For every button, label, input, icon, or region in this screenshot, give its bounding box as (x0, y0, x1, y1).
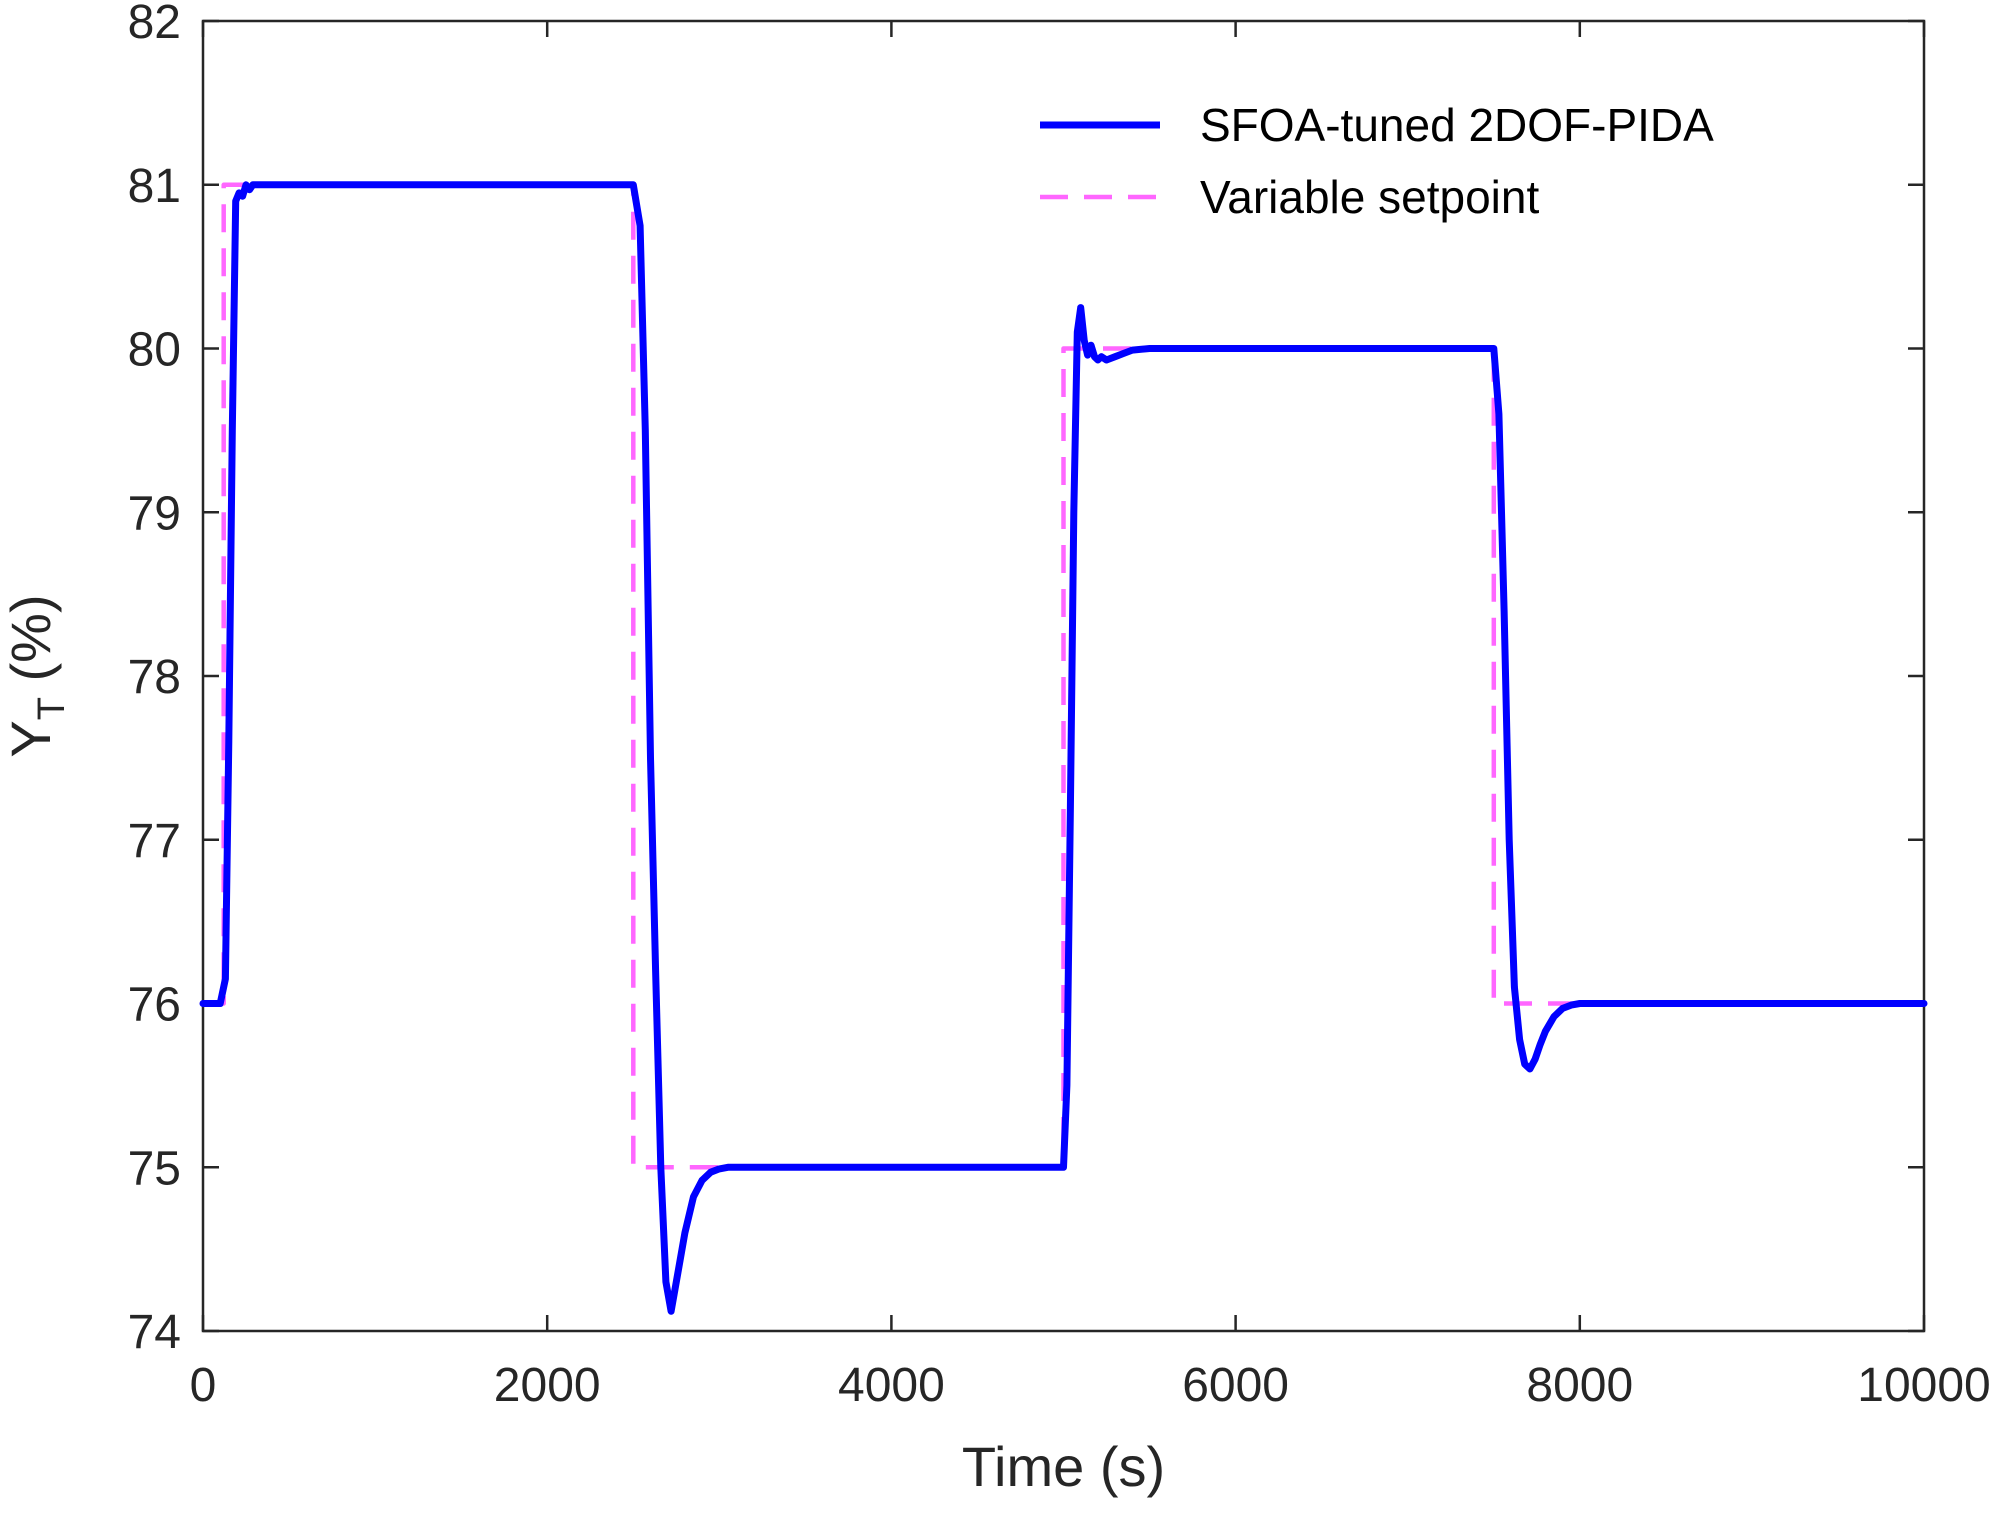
y-tick-label: 75 (128, 1142, 181, 1195)
y-axis-label-suffix: (%) (0, 594, 62, 697)
x-axis-label: Time (s) (962, 1435, 1165, 1498)
y-tick-label: 78 (128, 651, 181, 704)
y-tick-label: 77 (128, 815, 181, 868)
y-tick-label: 80 (128, 324, 181, 377)
series-line-setpoint (203, 182, 1924, 1170)
x-tick-label: 6000 (1182, 1359, 1289, 1412)
legend-label-setpoint: Variable setpoint (1200, 171, 1539, 223)
tick-labels: 0 2000 4000 6000 8000 10000 74 75 76 77 78 79 80 81 82 (128, 0, 1991, 1412)
series-layer (199, 181, 1928, 1315)
y-axis-label: YT (%) (0, 594, 73, 757)
series-line-response (199, 181, 1928, 1315)
y-axis-label-main: Y (0, 720, 62, 757)
y-tick-label: 81 (128, 160, 181, 213)
legend-label-response: SFOA-tuned 2DOF-PIDA (1200, 99, 1714, 151)
plot-area (199, 19, 1928, 1333)
x-tick-label: 10000 (1857, 1359, 1990, 1412)
y-tick-label: 74 (128, 1306, 181, 1359)
x-tick-label: 0 (190, 1359, 217, 1412)
x-tick-label: 4000 (838, 1359, 945, 1412)
y-tick-label: 82 (128, 0, 181, 49)
y-tick-label: 76 (128, 979, 181, 1032)
y-axis-label-subscript: T (31, 697, 73, 720)
x-tick-label: 2000 (494, 1359, 601, 1412)
y-tick-label: 79 (128, 487, 181, 540)
legend: SFOA-tuned 2DOF-PIDA Variable setpoint (1040, 99, 1714, 223)
x-tick-label: 8000 (1526, 1359, 1633, 1412)
